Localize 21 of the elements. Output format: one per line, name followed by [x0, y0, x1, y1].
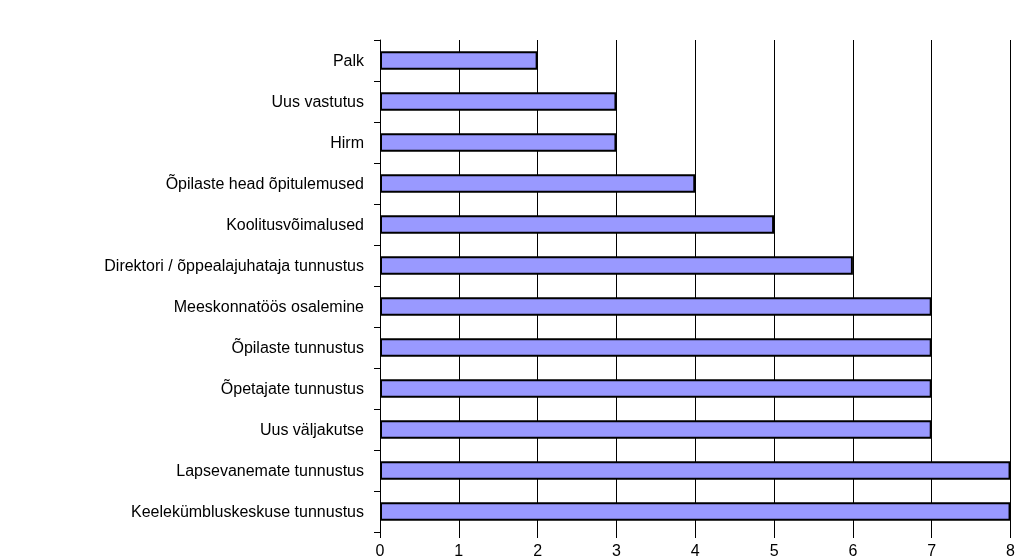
x-tick-label: 5 [769, 541, 779, 558]
y-tick-label: Uus vastutus [271, 93, 364, 110]
x-tick-label: 0 [375, 541, 385, 558]
y-tick-label: Meeskonnatöös osalemine [173, 298, 365, 315]
y-tick-label: Hirm [330, 134, 364, 151]
y-tick-label: Õpilaste head õpitulemused [165, 173, 364, 192]
x-tick-label: 4 [690, 541, 700, 558]
x-tick-label: 7 [927, 541, 937, 558]
y-tick-label: Õpilaste tunnustus [231, 337, 364, 356]
x-tick-label: 3 [612, 541, 621, 558]
y-tick-label: Õpetajate tunnustus [220, 378, 364, 397]
y-tick-label: Palk [332, 52, 365, 69]
x-tick-label: 8 [1006, 541, 1016, 558]
y-tick-label: Koolitusvõimalused [226, 216, 364, 233]
x-tick-label: 2 [533, 541, 543, 558]
y-tick-label: Uus väljakutse [259, 421, 365, 438]
y-tick-label: Lapsevanemate tunnustus [176, 462, 364, 479]
x-tick-label: 6 [848, 541, 858, 558]
y-tick-label: Direktori / õppealajuhataja tunnustus [104, 257, 364, 274]
x-tick-label: 1 [454, 541, 464, 558]
y-tick-label: Keelekümbluskeskuse tunnustus [130, 503, 364, 520]
